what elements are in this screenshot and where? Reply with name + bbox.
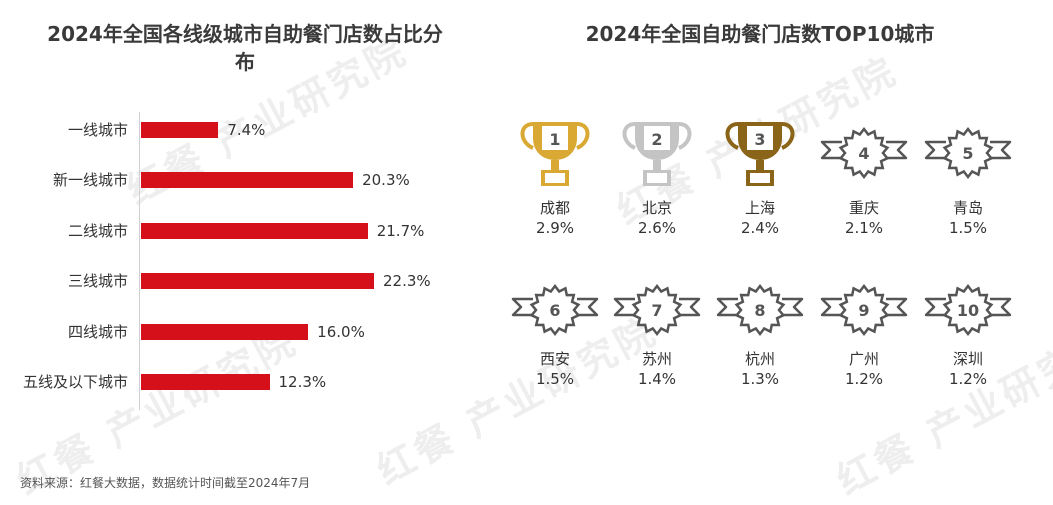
svg-text:5: 5 [962, 144, 973, 163]
city-name: 重庆 [848, 199, 879, 217]
ribbon-badge-icon: 8 [710, 283, 810, 339]
city-rank-item: 5 青岛 1.5% [918, 118, 1018, 238]
city-share: 2.1% [844, 219, 884, 237]
value-label: 22.3% [383, 272, 431, 291]
city-rank-item: 1 成都 2.9% [505, 118, 605, 238]
city-rank-item: 3 上海 2.4% [710, 118, 810, 238]
city-share: 1.5% [535, 370, 575, 388]
bar [141, 172, 354, 189]
city-name: 西安 [539, 350, 570, 368]
city-rank-item: 6 西安 1.5% [505, 283, 605, 389]
trophy-gold-icon: 1 [505, 118, 605, 188]
ribbon-badge-icon: 6 [505, 283, 605, 339]
bar-row: 二线城市 21.7% [0, 221, 500, 241]
category-label: 一线城市 [67, 121, 128, 139]
city-name: 杭州 [744, 350, 775, 368]
category-label: 五线及以下城市 [22, 373, 128, 391]
ribbon-badge-icon: 7 [607, 283, 707, 339]
city-name: 苏州 [641, 350, 672, 368]
value-label: 7.4% [227, 121, 266, 139]
city-rank-item: 7 苏州 1.4% [607, 283, 707, 389]
bar-row: 五线及以下城市 12.3% [0, 372, 500, 392]
trophy-silver-icon: 2 [607, 118, 707, 188]
bar [141, 323, 309, 340]
svg-text:8: 8 [754, 301, 765, 320]
ribbon-badge-icon: 4 [814, 118, 914, 188]
city-share: 2.4% [740, 219, 780, 237]
bar [141, 222, 368, 239]
city-share: 1.3% [740, 370, 780, 388]
svg-text:10: 10 [957, 301, 979, 320]
ribbon-badge-icon: 5 [918, 118, 1018, 188]
svg-text:1: 1 [549, 130, 560, 149]
bar-row: 四线城市 16.0% [0, 322, 500, 342]
ribbon-badge-icon: 9 [814, 283, 914, 339]
city-name: 北京 [641, 199, 672, 217]
bar [141, 122, 219, 138]
bar-row: 三线城市 22.3% [0, 271, 500, 291]
trophy-bronze-icon: 3 [710, 118, 810, 188]
value-label: 20.3% [362, 171, 410, 190]
city-rank-item: 10 深圳 1.2% [918, 283, 1018, 389]
chart-title-city-tier: 2024年全国各线级城市自助餐门店数占比分布 [47, 22, 443, 74]
city-rank-item: 2 北京 2.6% [607, 118, 707, 238]
bar-row: 新一线城市 20.3% [0, 170, 500, 190]
svg-text:3: 3 [754, 130, 765, 149]
city-name: 广州 [848, 350, 879, 368]
city-share: 1.2% [948, 370, 988, 388]
svg-text:9: 9 [858, 301, 869, 320]
svg-text:2: 2 [651, 130, 662, 149]
source-note: 资料来源：红餐大数据，数据统计时间截至2024年7月 [20, 476, 311, 490]
svg-text:4: 4 [858, 144, 869, 163]
value-label: 16.0% [317, 322, 365, 341]
city-share: 1.2% [844, 370, 884, 388]
value-label: 21.7% [376, 221, 425, 240]
bar [141, 374, 270, 390]
city-share: 1.5% [948, 219, 988, 237]
svg-text:6: 6 [549, 301, 560, 320]
chart-title-top10: 2024年全国自助餐门店数TOP10城市 [585, 22, 935, 46]
y-axis-line [139, 112, 140, 410]
ribbon-badge-icon: 10 [918, 283, 1018, 339]
city-share: 1.4% [637, 370, 677, 388]
city-name: 上海 [744, 199, 775, 217]
category-label: 四线城市 [67, 322, 128, 341]
city-name: 青岛 [952, 199, 983, 217]
city-share: 2.6% [637, 219, 677, 237]
city-rank-item: 8 杭州 1.3% [710, 283, 810, 389]
city-share: 2.9% [535, 219, 575, 237]
category-label: 新一线城市 [52, 171, 128, 190]
bar-row: 一线城市 7.4% [0, 120, 500, 140]
city-name: 成都 [539, 199, 570, 217]
svg-text:7: 7 [651, 301, 662, 320]
bar [141, 273, 374, 290]
city-name: 深圳 [952, 350, 983, 368]
category-label: 三线城市 [67, 272, 128, 291]
city-rank-item: 9 广州 1.2% [814, 283, 914, 389]
value-label: 12.3% [278, 373, 327, 391]
category-label: 二线城市 [67, 221, 128, 240]
city-rank-item: 4 重庆 2.1% [814, 118, 914, 238]
